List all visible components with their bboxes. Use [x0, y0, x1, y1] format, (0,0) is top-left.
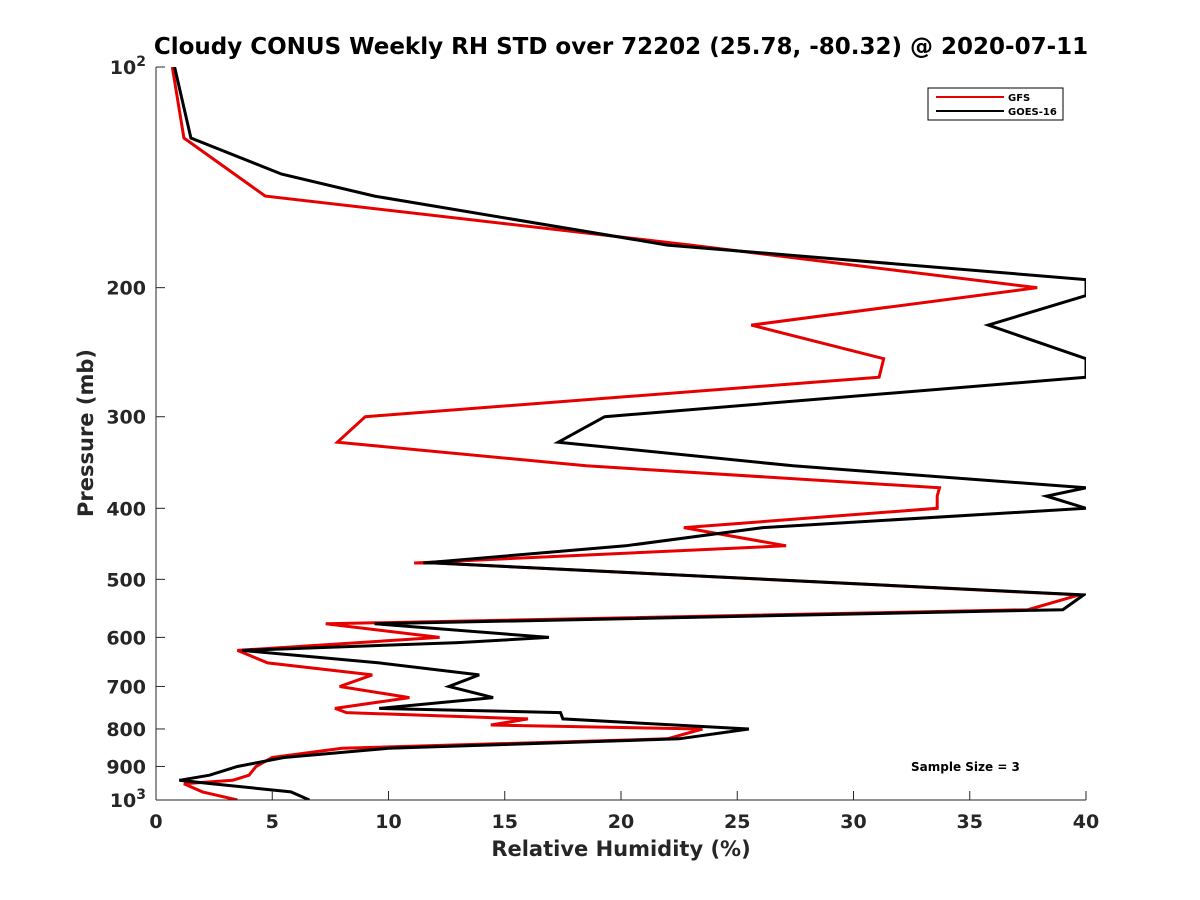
y-axis-label: Pressure (mb) [74, 349, 98, 517]
x-tick-label: 20 [608, 811, 634, 833]
legend-box [927, 87, 1064, 121]
x-tick-label: 40 [1073, 811, 1099, 833]
y-tick-label: 400 [106, 498, 146, 520]
axes-layer: 0 5 10 15 20 25 30 35 40 102 200 300 400 500 600 700 800… [106, 54, 1099, 833]
chart-title: Cloudy CONUS Weekly RH STD over 72202 (2… [154, 34, 1088, 60]
sample-size-annotation: Sample Size = 3 [911, 760, 1020, 774]
x-axis-label: Relative Humidity (%) [491, 837, 750, 861]
y-tick-label: 500 [106, 569, 146, 591]
y-tick-label: 900 [106, 756, 146, 778]
x-tick-label: 0 [149, 811, 162, 833]
x-tick-label: 5 [266, 811, 279, 833]
y-tick-label: 800 [106, 719, 146, 741]
x-tick-label: 25 [724, 811, 750, 833]
x-tick-label: 35 [957, 811, 983, 833]
series-line-gfs [170, 67, 1080, 800]
y-tick-label: 102 [110, 54, 146, 79]
y-tick-label: 300 [106, 407, 146, 429]
series-layer [170, 67, 1086, 800]
x-tick-label: 10 [375, 811, 401, 833]
plot-background [156, 67, 1086, 800]
x-tick-label: 15 [492, 811, 518, 833]
y-tick-label: 103 [110, 787, 146, 812]
y-tick-label: 200 [106, 278, 146, 300]
series-line-goes16 [173, 67, 1086, 800]
legend-label-goes16: GOES-16 [1008, 107, 1057, 118]
x-tick-label: 30 [840, 811, 866, 833]
legend: GFS GOES-16 [927, 87, 1064, 121]
y-tick-label: 700 [106, 676, 146, 698]
y-tick-label: 600 [106, 627, 146, 649]
legend-label-gfs: GFS [1008, 93, 1030, 104]
